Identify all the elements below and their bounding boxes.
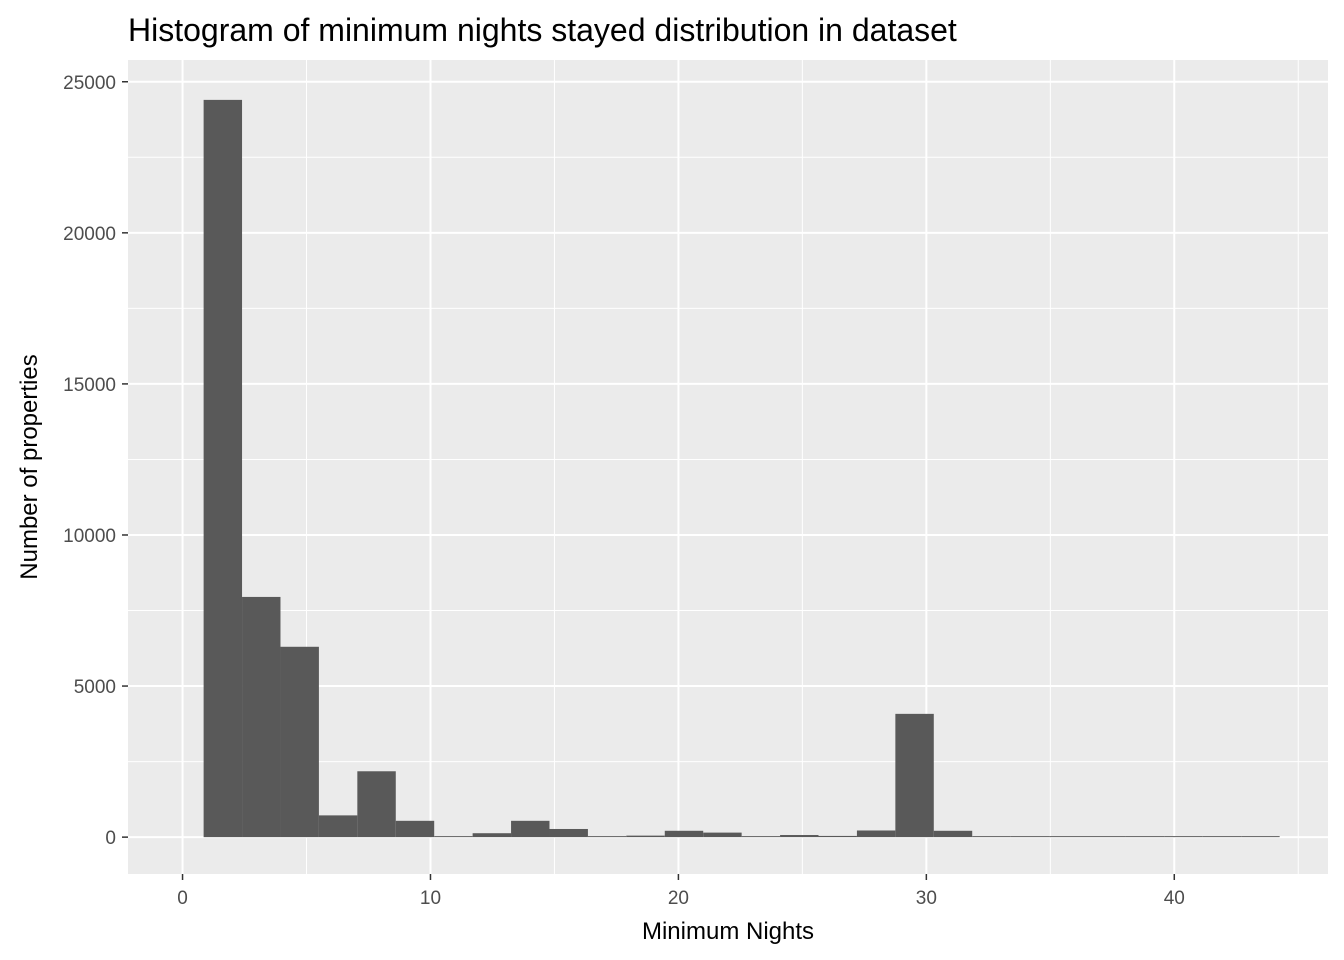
histogram-bar [395, 820, 435, 838]
histogram-bar [280, 646, 319, 838]
histogram-bar [1202, 836, 1242, 838]
y-tick-label: 5000 [74, 677, 116, 698]
y-tick-label: 25000 [63, 73, 116, 94]
histogram-bar [203, 99, 243, 838]
histogram-bar [741, 836, 781, 838]
histogram-bar [1087, 836, 1126, 838]
histogram-bar [1125, 836, 1165, 838]
y-tick-label: 15000 [63, 375, 116, 396]
histogram-bar [626, 835, 665, 838]
histogram-bar [549, 828, 588, 838]
y-axis-title: Number of properties [16, 354, 43, 579]
histogram-bar [472, 833, 512, 838]
chart-title: Histogram of minimum nights stayed distr… [128, 12, 957, 48]
histogram-bar [242, 596, 281, 838]
x-tick-label: 20 [668, 888, 689, 909]
histogram-bar [856, 830, 896, 838]
histogram-bar [703, 832, 742, 838]
y-tick-label: 10000 [63, 526, 116, 547]
histogram-bar [434, 836, 473, 838]
histogram-bar [933, 830, 973, 838]
x-axis-ticks: 0 10 20 30 40 [177, 874, 1185, 909]
histogram-bar [895, 713, 934, 838]
histogram-bar [780, 835, 819, 838]
plot-panel [128, 60, 1328, 874]
y-axis-ticks: 0 5000 10000 15000 20000 25000 [63, 73, 128, 849]
x-tick-label: 10 [420, 888, 441, 909]
histogram-bar [318, 815, 358, 838]
y-tick-label: 20000 [63, 224, 116, 245]
y-tick-label: 0 [105, 828, 116, 849]
x-tick-label: 40 [1164, 888, 1185, 909]
minor-gridlines [128, 60, 1328, 874]
x-tick-label: 0 [177, 888, 188, 909]
histogram-bar [1164, 836, 1203, 838]
x-tick-label: 30 [916, 888, 937, 909]
histogram-bar [664, 830, 704, 838]
histogram-bar [1241, 836, 1280, 838]
histogram-bars [203, 99, 1280, 838]
x-axis-title: Minimum Nights [642, 918, 814, 945]
histogram-bar [972, 836, 1011, 838]
histogram-bar [1010, 836, 1050, 838]
histogram-bar [511, 820, 550, 838]
histogram-bar [818, 835, 857, 838]
histogram-bar [357, 771, 396, 838]
histogram-bar [1049, 836, 1088, 838]
histogram-bar [587, 836, 627, 838]
